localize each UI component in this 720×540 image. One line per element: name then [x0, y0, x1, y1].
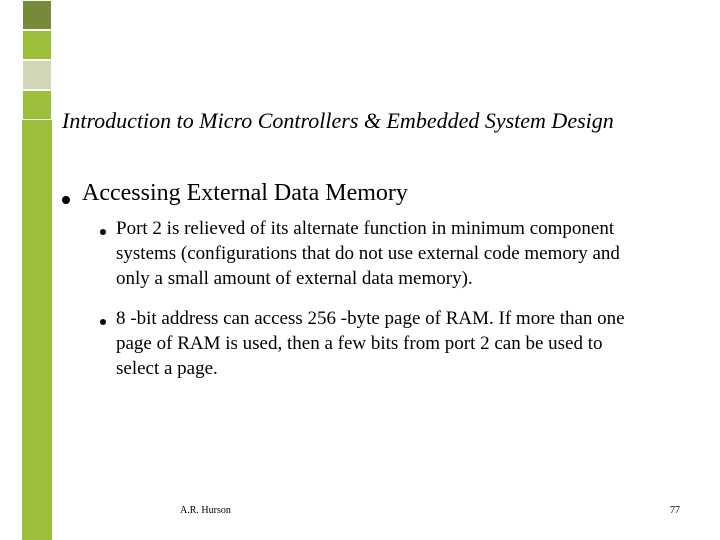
bullet-dot-icon: [100, 229, 106, 235]
slide-title: Introduction to Micro Controllers & Embe…: [62, 108, 660, 134]
accent-square-4: [22, 90, 52, 120]
bullet-level-2: Port 2 is relieved of its alternate func…: [100, 217, 660, 291]
footer-author: A.R. Hurson: [180, 505, 231, 516]
bullet-level-1: Accessing External Data Memory: [62, 180, 660, 207]
bullet-dot-icon: [62, 196, 70, 204]
bullet-level-1-text: Accessing External Data Memory: [82, 180, 408, 207]
accent-stripe: [22, 120, 52, 540]
accent-bar: [22, 0, 52, 540]
accent-square-1: [22, 0, 52, 30]
accent-square-2: [22, 30, 52, 60]
accent-square-3: [22, 60, 52, 90]
bullet-dot-icon: [100, 319, 106, 325]
footer-page-number: 77: [670, 505, 680, 516]
bullet-level-2-text: 8 -bit address can access 256 -byte page…: [116, 307, 630, 381]
slide-content: Introduction to Micro Controllers & Embe…: [0, 0, 720, 382]
bullet-level-2-text: Port 2 is relieved of its alternate func…: [116, 217, 630, 291]
bullet-level-2: 8 -bit address can access 256 -byte page…: [100, 307, 660, 381]
